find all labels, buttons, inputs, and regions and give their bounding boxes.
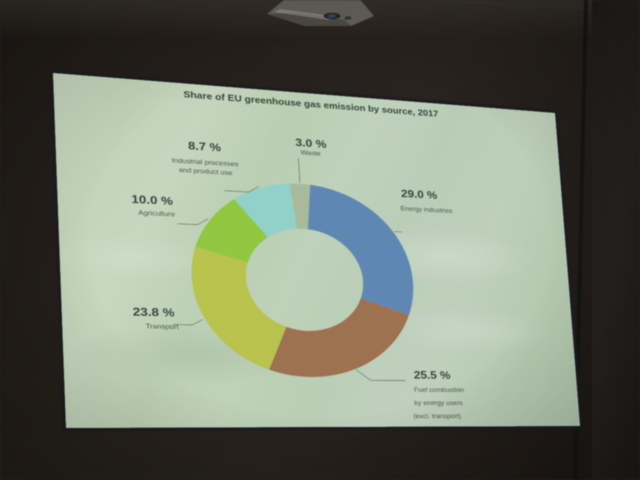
svg-text:(excl. transport): (excl. transport): [413, 412, 461, 420]
svg-text:29.0 %: 29.0 %: [401, 188, 438, 202]
svg-text:Energy industries: Energy industries: [400, 205, 453, 215]
svg-text:Transport: Transport: [145, 322, 178, 331]
svg-text:10.0 %: 10.0 %: [131, 193, 173, 207]
svg-text:23.8 %: 23.8 %: [133, 306, 175, 320]
svg-text:by energy users: by energy users: [414, 399, 463, 407]
svg-text:Waste: Waste: [301, 149, 321, 158]
svg-text:Agriculture: Agriculture: [138, 209, 175, 219]
svg-text:25.5 %: 25.5 %: [413, 369, 450, 381]
svg-text:and product use: and product use: [179, 166, 233, 177]
svg-text:Fuel combustion: Fuel combustion: [414, 386, 465, 394]
svg-text:8.7 %: 8.7 %: [188, 140, 222, 154]
